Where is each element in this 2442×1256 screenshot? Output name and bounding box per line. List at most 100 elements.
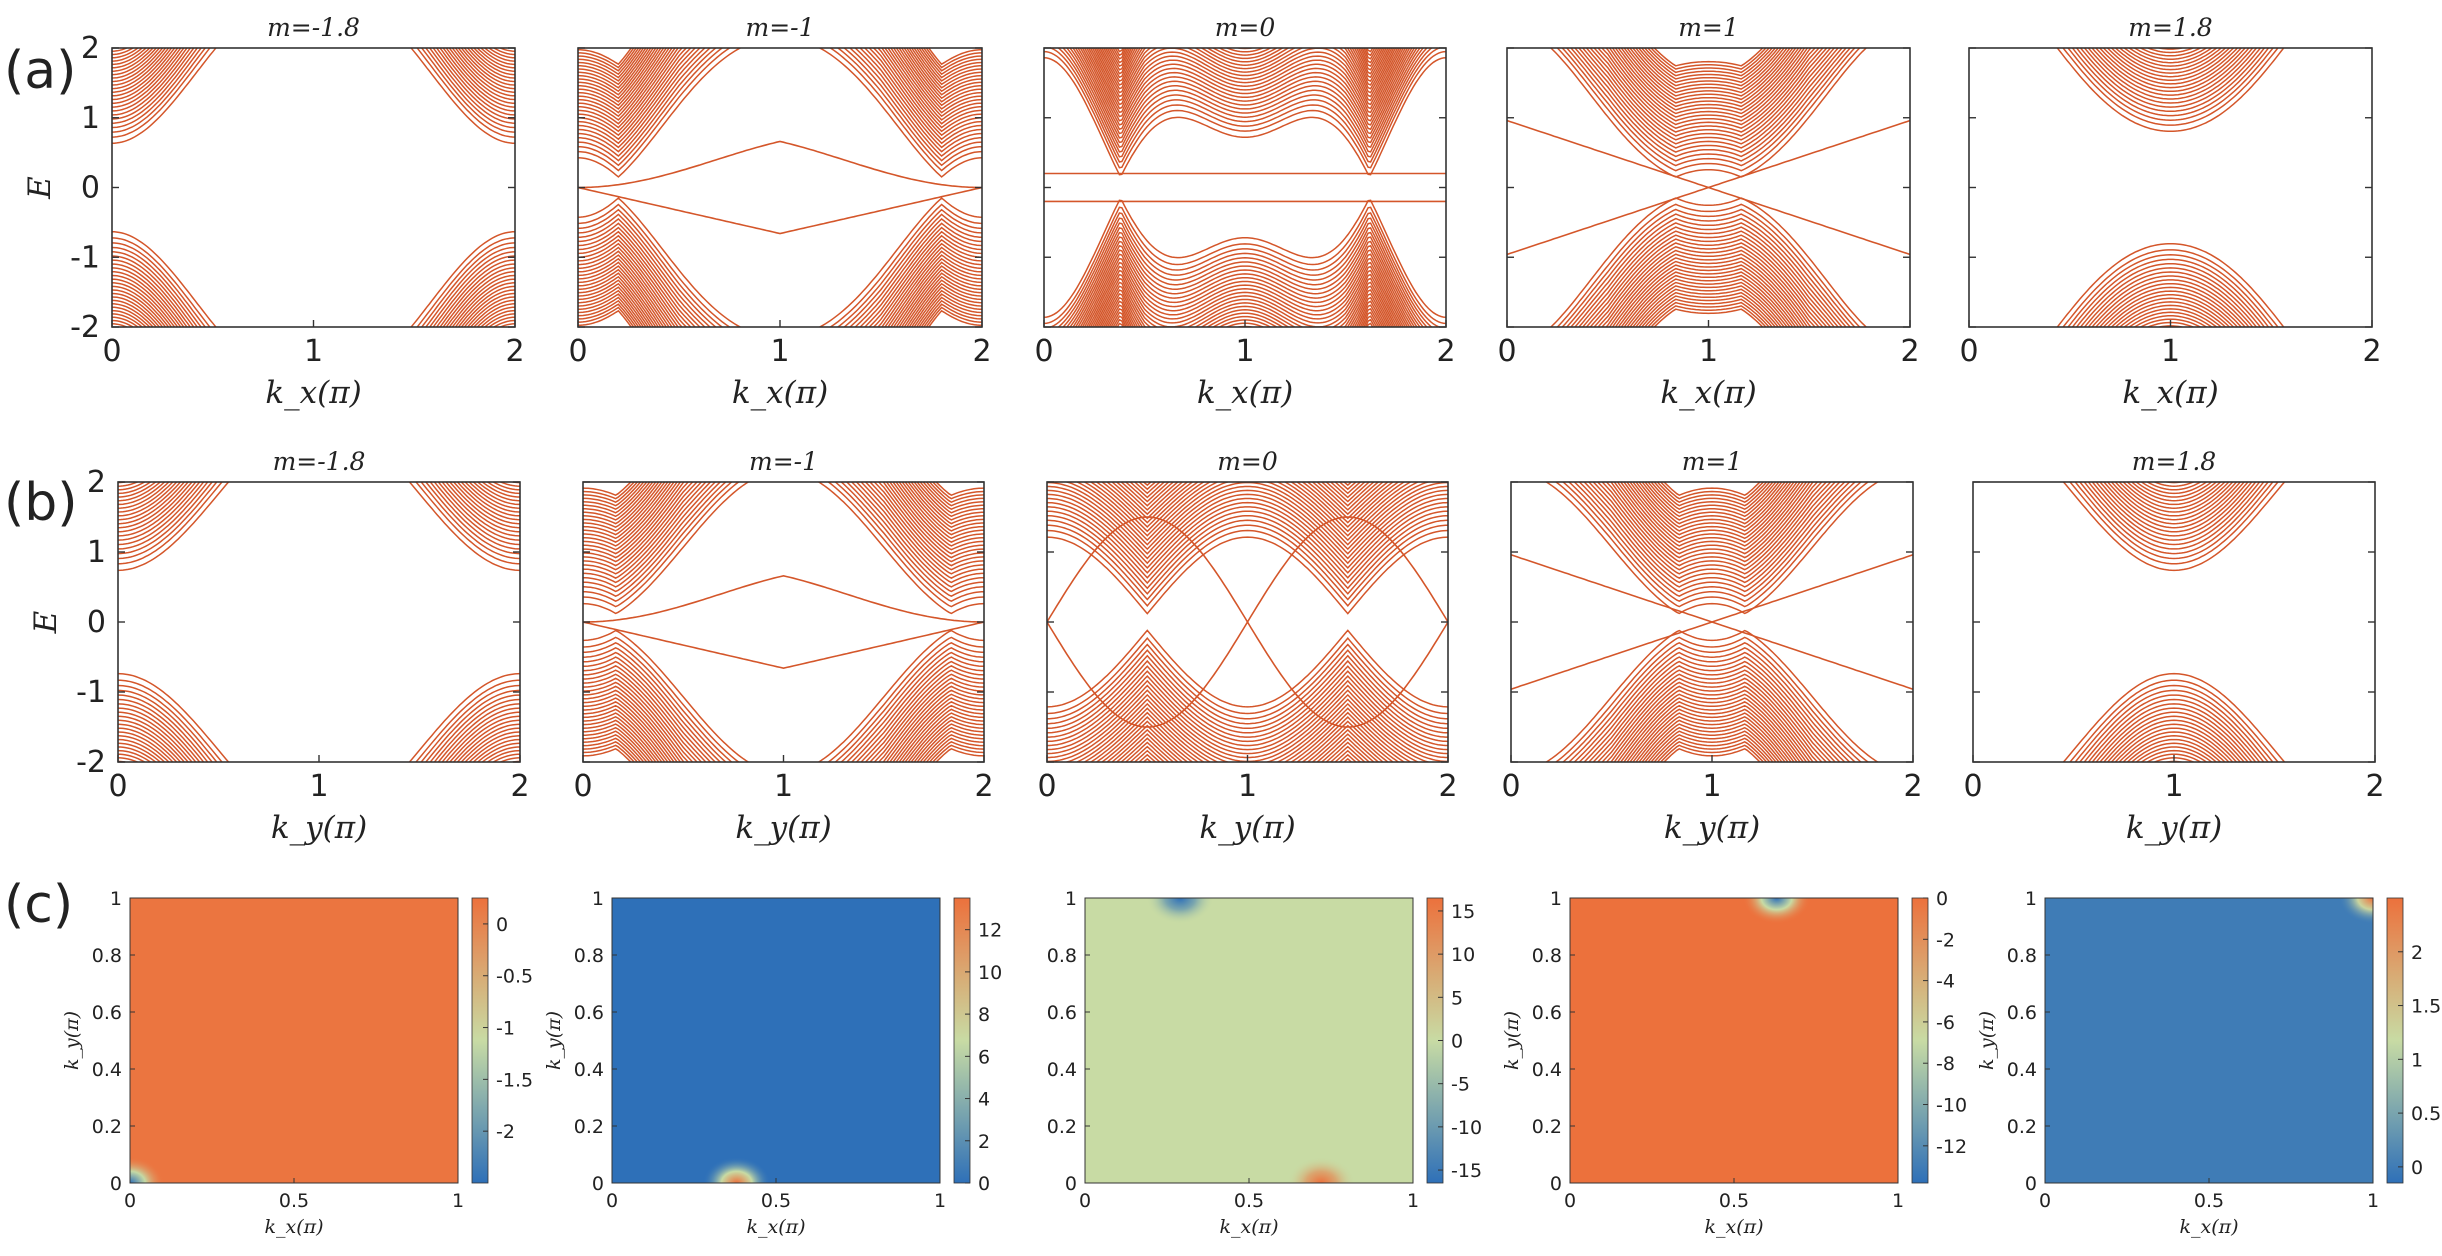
band-line bbox=[1074, 48, 1416, 135]
band-line bbox=[1047, 501, 1448, 574]
y-tick-label: 0.8 bbox=[574, 945, 604, 967]
band-line bbox=[1587, 482, 1837, 579]
band-panel-a-2: 0 1 2 m=-1 k_x(π) bbox=[568, 13, 991, 411]
colorbar-tick-label: -8 bbox=[1936, 1053, 1955, 1075]
band-line bbox=[1100, 482, 1395, 524]
colorbar-tick-label: -12 bbox=[1936, 1136, 1967, 1158]
x-tick-label: 2 bbox=[2362, 334, 2381, 369]
x-axis-label: k_x(π) bbox=[1219, 1216, 1278, 1238]
band-line bbox=[2106, 482, 2242, 525]
band-line bbox=[1093, 277, 1397, 327]
band-line bbox=[578, 282, 982, 327]
band-line bbox=[1047, 485, 1448, 555]
band-line bbox=[1047, 675, 1448, 747]
band-line bbox=[118, 684, 520, 762]
band-line bbox=[1656, 482, 1768, 504]
band-line bbox=[112, 270, 515, 327]
x-tick-label: 1 bbox=[1235, 334, 1254, 369]
panel-title: m=-1.8 bbox=[273, 447, 366, 476]
x-tick-label: 0 bbox=[1501, 769, 1520, 804]
band-line bbox=[112, 48, 515, 105]
band-line bbox=[578, 230, 982, 327]
x-tick-label: 1 bbox=[1238, 769, 1257, 804]
x-axis-label: k_y(π) bbox=[271, 810, 367, 846]
x-tick-label: 0 bbox=[2039, 1190, 2051, 1212]
band-line bbox=[2126, 482, 2222, 506]
x-tick-label: 1 bbox=[774, 769, 793, 804]
band-line bbox=[1110, 728, 1385, 762]
band-line bbox=[1047, 684, 1448, 755]
y-tick-label: -2 bbox=[70, 310, 100, 345]
band-line bbox=[1605, 482, 1819, 563]
x-tick-label: 0.5 bbox=[279, 1190, 309, 1212]
band-line bbox=[1074, 240, 1416, 327]
colorbar-tick-label: 0 bbox=[1451, 1031, 1463, 1053]
band-line bbox=[112, 48, 515, 144]
band-line bbox=[1072, 48, 1418, 139]
band-line bbox=[1077, 48, 1413, 131]
band-line bbox=[1565, 213, 1852, 327]
band-line bbox=[1044, 50, 1446, 169]
band-line bbox=[1637, 48, 1780, 84]
y-tick-label: 0.6 bbox=[92, 1002, 122, 1024]
colorbar-tick-label: 4 bbox=[978, 1089, 990, 1111]
band-line bbox=[583, 641, 984, 762]
y-tick-label: 0.8 bbox=[92, 945, 122, 967]
heatmap-panel-5: 0 0.5 1 1 0.8 0.6 0.4 0.2 0 k_x(π) k_y(π) 2 1.5 1 0.5 0 bbox=[1976, 888, 2441, 1238]
band-line bbox=[1047, 649, 1448, 725]
band-line bbox=[583, 708, 984, 762]
band-line bbox=[578, 48, 982, 153]
band-line bbox=[578, 48, 982, 167]
colorbar-tick-label: -1 bbox=[496, 1018, 515, 1040]
band-line bbox=[1544, 482, 1880, 615]
band-line bbox=[2094, 48, 2247, 93]
band-lines bbox=[1047, 482, 1448, 762]
band-line bbox=[2087, 698, 2261, 762]
y-tick-label: 0 bbox=[592, 1173, 604, 1195]
band-line bbox=[2099, 482, 2249, 533]
band-line bbox=[2123, 308, 2218, 327]
band-line bbox=[1549, 48, 1868, 178]
band-line bbox=[1047, 493, 1448, 565]
band-line bbox=[1047, 506, 1448, 579]
band-line bbox=[1634, 288, 1783, 327]
band-line bbox=[2140, 749, 2208, 762]
y-axis-label: k_y(π) bbox=[1501, 1011, 1523, 1070]
band-line bbox=[1057, 217, 1433, 327]
band-line bbox=[1609, 685, 1815, 762]
y-tick-label: 0.6 bbox=[574, 1002, 604, 1024]
colorbar-tick-label: 1 bbox=[2411, 1049, 2423, 1071]
heatmap-hotspot bbox=[1146, 898, 1215, 924]
band-line bbox=[1087, 48, 1403, 110]
x-tick-label: 0 bbox=[108, 769, 127, 804]
band-line bbox=[583, 482, 984, 598]
band-line bbox=[1047, 670, 1448, 743]
band-line bbox=[2139, 48, 2202, 57]
band-line bbox=[578, 48, 982, 157]
y-tick-label: -1 bbox=[76, 675, 106, 710]
band-line bbox=[1597, 48, 1820, 130]
band-line bbox=[118, 482, 520, 565]
band-line bbox=[1089, 482, 1406, 533]
band-line bbox=[2118, 731, 2230, 762]
band-line bbox=[1574, 222, 1843, 327]
band-line bbox=[583, 482, 984, 593]
y-tick-label: 0.8 bbox=[2007, 945, 2037, 967]
y-tick-label: 0.4 bbox=[1047, 1059, 1077, 1081]
panel-title: m=0 bbox=[1215, 13, 1276, 42]
colorbar-tick-label: 10 bbox=[978, 962, 1002, 984]
band-line bbox=[2075, 48, 2266, 112]
band-line bbox=[1082, 707, 1413, 762]
y-tick-label: -2 bbox=[76, 745, 106, 780]
band-line bbox=[583, 482, 984, 588]
x-tick-label: 1 bbox=[2367, 1190, 2379, 1212]
band-line bbox=[2145, 753, 2203, 762]
band-line bbox=[2079, 267, 2262, 327]
band-panel-b-5: 0 1 2 m=1.8 k_y(π) bbox=[1963, 447, 2384, 846]
band-line bbox=[578, 272, 982, 327]
x-tick-label: 2 bbox=[1438, 769, 1457, 804]
panel-title: m=-1 bbox=[745, 13, 814, 42]
band-line bbox=[578, 48, 982, 96]
band-line bbox=[1048, 212, 1442, 327]
band-line bbox=[2095, 707, 2253, 762]
